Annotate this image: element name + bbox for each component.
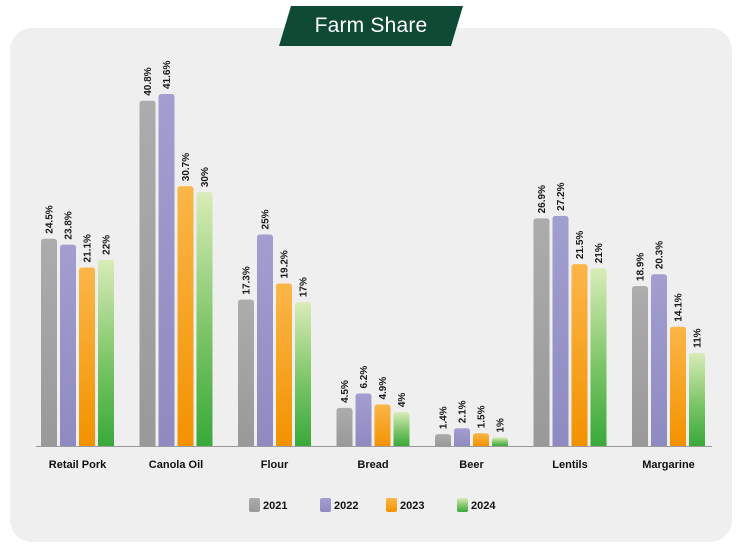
bar-2021-lentils [533, 218, 550, 446]
bar-2023-bread [374, 404, 391, 446]
legend-label: 2022 [334, 500, 358, 512]
data-label: 23.8% [64, 211, 75, 239]
data-label: 21% [594, 243, 605, 263]
bar-2023-margarine [670, 326, 686, 446]
bar-2023-flour [276, 283, 292, 446]
bar-2021-retail-pork [41, 238, 57, 446]
chart-title: Farm Share [279, 6, 463, 46]
category-label: Bread [357, 459, 388, 471]
data-label: 20.3% [655, 241, 666, 269]
data-label: 6.2% [359, 366, 370, 389]
data-label: 1.5% [477, 405, 488, 428]
data-label: 4% [397, 393, 408, 408]
legend-swatch [320, 498, 331, 512]
data-label: 22% [102, 235, 113, 255]
bar-2024-lentils [590, 268, 607, 446]
bar-2023-beer [473, 433, 489, 446]
bar-2021-bread [336, 407, 353, 446]
data-label: 25% [261, 209, 272, 229]
legend-swatch [386, 498, 397, 512]
bar-2022-canola-oil [158, 94, 175, 446]
category-label: Beer [459, 459, 484, 471]
legend-label: 2024 [471, 500, 496, 512]
data-label: 1.4% [439, 406, 450, 429]
data-label: 17.3% [242, 266, 253, 294]
chart-panel [10, 28, 732, 542]
bar-2021-flour [238, 299, 254, 446]
data-label: 30.7% [181, 153, 192, 181]
bar-2024-bread [393, 412, 410, 446]
bar-2022-beer [454, 428, 470, 446]
bar-2022-margarine [651, 274, 667, 446]
legend-label: 2021 [263, 500, 287, 512]
data-label: 2.1% [458, 400, 469, 423]
bar-2022-retail-pork [60, 244, 76, 446]
legend-swatch [457, 498, 468, 512]
data-label: 26.9% [537, 185, 548, 213]
legend-swatch [249, 498, 260, 512]
category-label: Canola Oil [149, 459, 203, 471]
data-label: 21.1% [83, 234, 94, 262]
category-label: Lentils [552, 459, 587, 471]
data-label: 27.2% [556, 182, 567, 210]
legend-label: 2023 [400, 500, 424, 512]
bar-2022-flour [257, 234, 273, 446]
data-label: 24.5% [45, 205, 56, 233]
category-label: Retail Pork [49, 459, 107, 471]
category-label: Flour [261, 459, 289, 471]
bar-2024-canola-oil [196, 192, 213, 446]
data-label: 30% [200, 167, 211, 187]
bar-2021-canola-oil [139, 100, 156, 447]
data-label: 11% [693, 328, 704, 348]
data-label: 4.9% [378, 377, 389, 400]
bar-2022-bread [355, 393, 372, 446]
data-label: 40.8% [143, 67, 154, 95]
category-label: Margarine [642, 459, 695, 471]
data-label: 1% [496, 418, 507, 433]
data-label: 21.5% [575, 231, 586, 259]
data-label: 17% [299, 277, 310, 297]
bar-2022-lentils [552, 215, 569, 446]
data-label: 4.5% [340, 380, 351, 403]
bar-2024-flour [295, 302, 311, 446]
bar-2024-retail-pork [98, 259, 114, 446]
bar-2024-margarine [689, 352, 705, 446]
data-label: 19.2% [280, 250, 291, 278]
data-label: 41.6% [162, 61, 173, 89]
bar-2021-beer [435, 434, 451, 446]
data-label: 14.1% [674, 293, 685, 321]
bar-2023-retail-pork [79, 267, 95, 446]
bar-2023-lentils [571, 264, 588, 446]
data-label: 18.9% [636, 253, 647, 281]
bar-2024-beer [492, 437, 508, 446]
bar-2023-canola-oil [177, 186, 194, 446]
bar-2021-margarine [632, 286, 648, 446]
